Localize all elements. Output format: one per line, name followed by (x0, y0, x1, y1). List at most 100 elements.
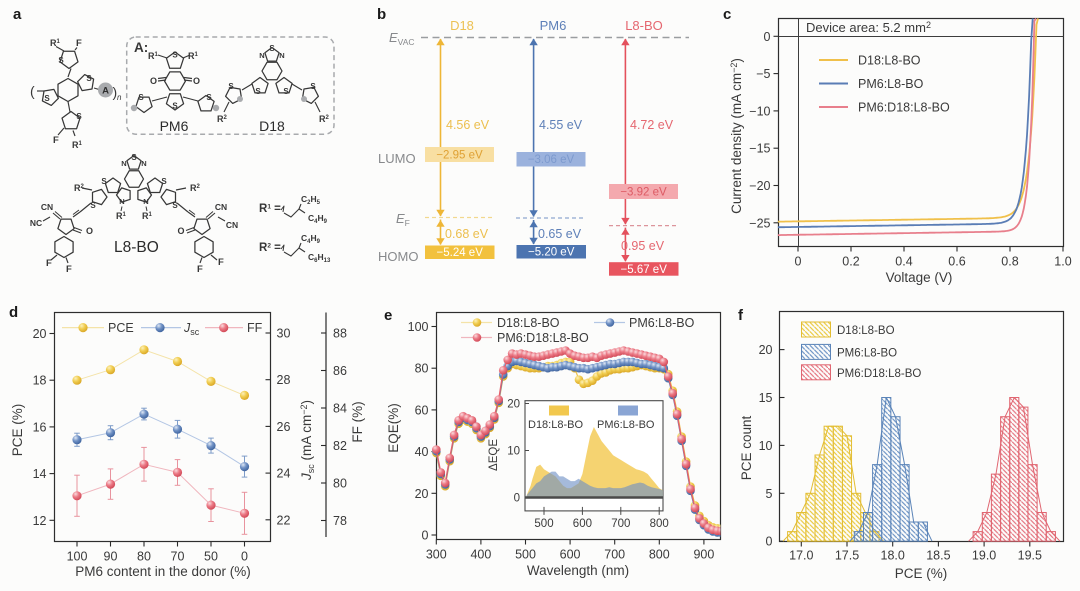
svg-text:4.72 eV: 4.72 eV (630, 118, 674, 132)
svg-text:F: F (76, 38, 82, 49)
svg-text:R2: R2 (74, 183, 85, 193)
svg-text:500: 500 (534, 518, 553, 530)
svg-text:N: N (143, 197, 148, 206)
svg-text:S: S (269, 44, 275, 53)
svg-text:18.0: 18.0 (881, 549, 905, 563)
svg-text:R1: R1 (50, 38, 61, 48)
svg-text:F: F (66, 264, 72, 275)
svg-text:86: 86 (333, 364, 347, 378)
svg-text:20: 20 (415, 487, 429, 501)
svg-text:70: 70 (171, 550, 185, 564)
svg-text:50: 50 (204, 550, 218, 564)
svg-text:15: 15 (759, 391, 773, 405)
svg-text:0: 0 (764, 30, 771, 44)
svg-text:C2H5: C2H5 (301, 194, 321, 206)
svg-text:O: O (193, 76, 200, 86)
svg-text:N: N (121, 159, 126, 168)
svg-text:PCE: PCE (108, 321, 134, 335)
svg-text:R1 =: R1 = (259, 203, 281, 215)
svg-text:S: S (172, 51, 178, 60)
svg-text:90: 90 (104, 550, 118, 564)
svg-text:c: c (723, 6, 731, 23)
svg-text:−5.20 eV: −5.20 eV (528, 247, 575, 259)
svg-text:S: S (44, 94, 50, 103)
svg-text:N: N (259, 51, 264, 60)
svg-text:n: n (117, 93, 122, 102)
svg-text:600: 600 (573, 518, 592, 530)
svg-text:O: O (150, 76, 157, 86)
svg-text:C4H9: C4H9 (308, 213, 328, 225)
svg-text:−15: −15 (749, 142, 770, 156)
svg-text:20: 20 (759, 343, 773, 357)
svg-text:0.8: 0.8 (1001, 255, 1018, 269)
svg-text:0.6: 0.6 (948, 255, 965, 269)
svg-text:1.0: 1.0 (1054, 255, 1071, 269)
svg-text:19.5: 19.5 (1018, 549, 1042, 563)
svg-text:D18:L8-BO: D18:L8-BO (528, 419, 583, 431)
svg-text:EVAC: EVAC (389, 30, 415, 47)
svg-text:PM6: PM6 (540, 18, 567, 33)
svg-text:14: 14 (33, 467, 47, 481)
svg-text:N: N (141, 159, 146, 168)
svg-text:CN: CN (41, 202, 53, 212)
svg-text:−25: −25 (749, 216, 770, 230)
svg-text:e: e (384, 307, 392, 324)
svg-text:PM6:L8-BO: PM6:L8-BO (858, 77, 924, 91)
svg-text:F: F (46, 258, 52, 269)
svg-text:4.55 eV: 4.55 eV (539, 118, 583, 132)
svg-text:S: S (58, 56, 64, 65)
svg-text:FF (%): FF (%) (350, 401, 365, 442)
svg-text:0.65 eV: 0.65 eV (538, 227, 582, 241)
svg-text:60: 60 (415, 403, 429, 417)
svg-text:S: S (76, 112, 82, 121)
svg-text:S: S (90, 201, 96, 210)
svg-text:S: S (101, 177, 107, 186)
svg-text:16: 16 (33, 420, 47, 434)
svg-text:F: F (218, 257, 224, 268)
svg-text:PCE (%): PCE (%) (10, 404, 25, 457)
svg-text:C6H13: C6H13 (308, 252, 331, 264)
svg-text:D18:L8-BO: D18:L8-BO (497, 316, 560, 330)
svg-text:0: 0 (766, 535, 773, 549)
svg-text:500: 500 (515, 548, 536, 562)
svg-text:−3.92 eV: −3.92 eV (620, 187, 667, 199)
svg-text:22: 22 (277, 513, 291, 527)
svg-text:−5.24 eV: −5.24 eV (437, 247, 484, 259)
svg-text:O: O (86, 226, 93, 236)
svg-text:400: 400 (470, 548, 491, 562)
svg-text:R2: R2 (217, 114, 228, 124)
svg-text:R1: R1 (72, 140, 83, 150)
svg-text:28: 28 (277, 373, 291, 387)
svg-text:800: 800 (650, 518, 669, 530)
svg-text:D18:L8-BO: D18:L8-BO (837, 325, 895, 337)
svg-text:Jsc (mA cm−2): Jsc (mA cm−2) (299, 400, 316, 481)
svg-text:17.0: 17.0 (789, 549, 813, 563)
svg-text:82: 82 (333, 439, 347, 453)
svg-text:600: 600 (560, 548, 581, 562)
svg-text:5: 5 (766, 487, 773, 501)
svg-text:18: 18 (33, 374, 47, 388)
svg-text:S: S (161, 177, 167, 186)
svg-text:Voltage (V): Voltage (V) (886, 270, 953, 285)
svg-text:26: 26 (277, 420, 291, 434)
svg-text:0: 0 (422, 529, 429, 543)
svg-text:EF: EF (396, 211, 410, 228)
svg-text:EQE(%): EQE(%) (386, 403, 401, 453)
svg-text:0.68 eV: 0.68 eV (445, 227, 489, 241)
svg-text:−3.06 eV: −3.06 eV (528, 154, 575, 166)
svg-text:PCE (%): PCE (%) (895, 566, 948, 581)
svg-text:100: 100 (408, 320, 429, 334)
svg-text:4.56 eV: 4.56 eV (446, 118, 490, 132)
svg-text:R1: R1 (116, 211, 127, 221)
svg-text:LUMO: LUMO (378, 151, 416, 166)
svg-text:D18: D18 (450, 18, 474, 33)
svg-text:HOMO: HOMO (378, 249, 418, 264)
svg-text:): ) (113, 84, 118, 100)
svg-text:PM6 content in the donor (%): PM6 content in the donor (%) (75, 564, 251, 579)
svg-text:10: 10 (759, 439, 773, 453)
svg-text:100: 100 (67, 550, 88, 564)
svg-text:S: S (172, 201, 178, 210)
svg-text:F: F (53, 135, 59, 146)
svg-text:D18: D18 (259, 118, 285, 134)
svg-text:a: a (13, 6, 22, 23)
